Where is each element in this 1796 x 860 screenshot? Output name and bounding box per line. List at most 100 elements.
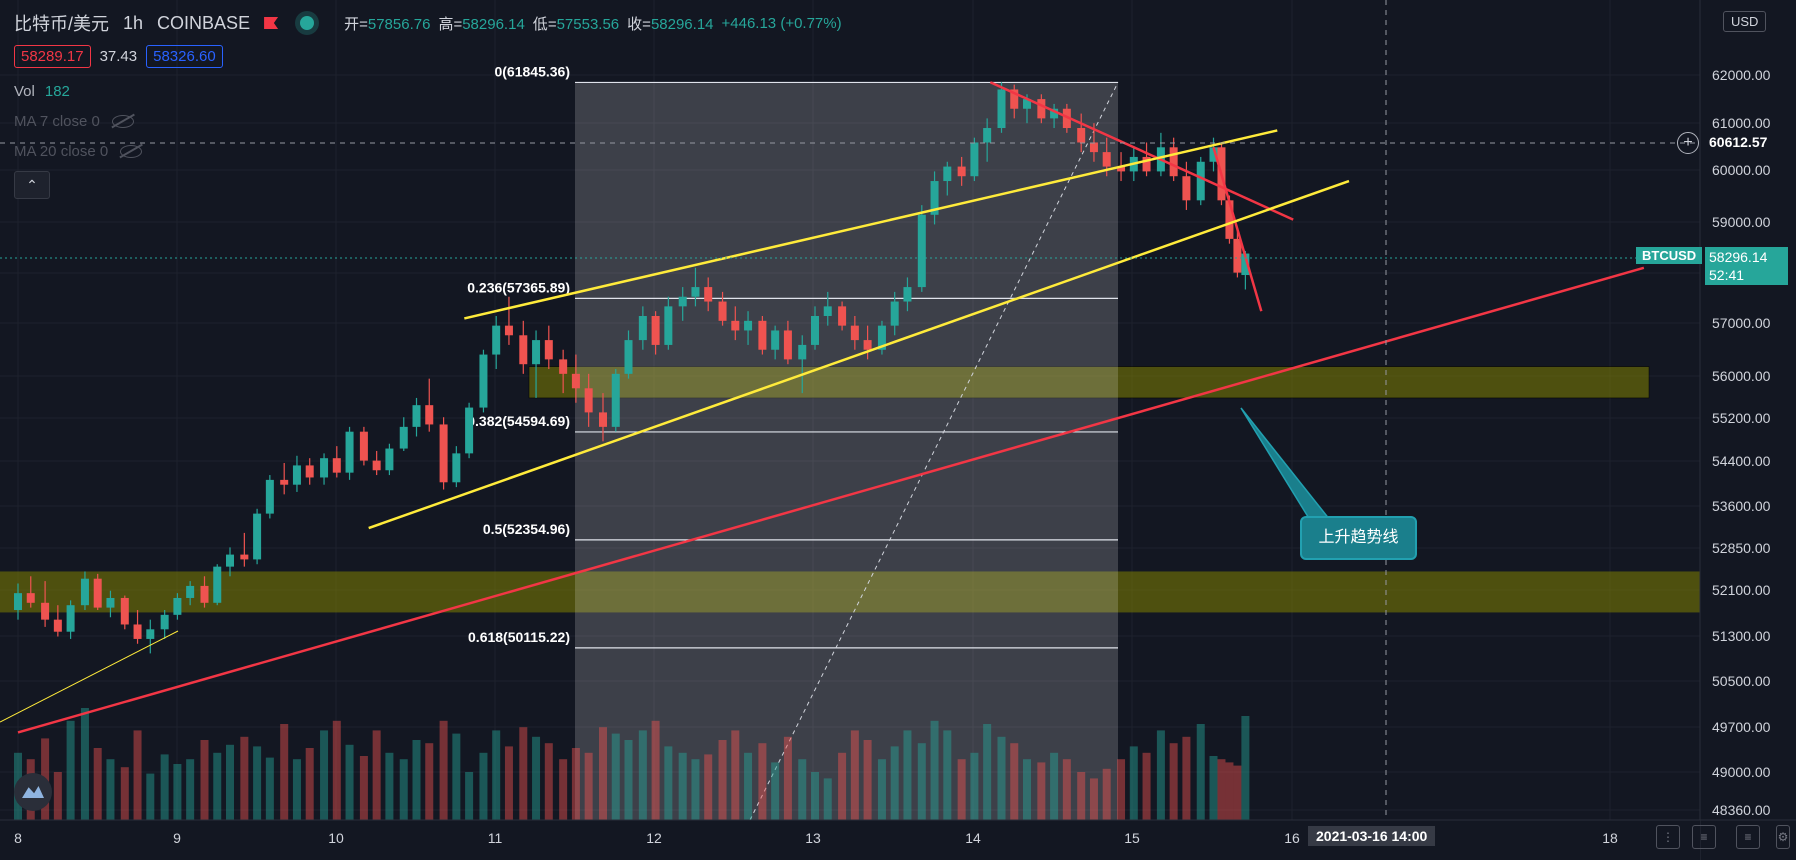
volume-bar — [664, 746, 673, 820]
volume-bar — [465, 772, 474, 820]
high-value: 高=58296.14 — [438, 15, 525, 33]
price-tick-label: 61000.00 — [1712, 115, 1771, 131]
candle-body — [1077, 128, 1086, 143]
volume-bar — [704, 754, 713, 820]
trendline-callout[interactable]: 上升趋势线 — [1300, 516, 1417, 560]
candle-body — [838, 306, 847, 326]
ask-price-button[interactable]: 58326.60 — [146, 45, 223, 68]
trendline — [368, 179, 1350, 530]
fib-diagonal — [749, 82, 1119, 821]
candle-body — [425, 405, 434, 425]
currency-label[interactable]: USD — [1723, 11, 1767, 32]
volume-bar — [186, 759, 195, 820]
candle-body — [412, 405, 421, 427]
candle-body — [957, 166, 966, 177]
price-tick-label: 53600.00 — [1712, 498, 1771, 514]
auto-scale-icon[interactable]: ≡ — [1692, 825, 1716, 849]
collapse-legend-button[interactable]: ⌃ — [14, 171, 50, 199]
volume-bar — [280, 724, 289, 820]
candle-body — [532, 340, 541, 365]
crosshair-price-label: 60612.57 — [1705, 133, 1772, 151]
candle-body — [173, 597, 182, 615]
volume-bar — [691, 759, 700, 820]
volume-bar — [1037, 762, 1046, 820]
flag-icon[interactable] — [264, 17, 279, 29]
volume-bar — [559, 759, 568, 820]
volume-label: Vol — [14, 83, 35, 100]
symbol-name[interactable]: 比特币/美元 — [14, 14, 110, 34]
hidden-eye-icon[interactable] — [111, 115, 134, 128]
ma20-indicator[interactable]: MA 20 close 0 — [14, 143, 143, 160]
candle-body — [226, 554, 235, 567]
trendlines[interactable] — [0, 81, 1645, 734]
volume-bar — [1089, 778, 1098, 820]
price-tick-label: 50500.00 — [1712, 673, 1771, 689]
volume-bar — [943, 730, 952, 820]
volume-bar — [744, 752, 753, 820]
tradingview-logo-icon[interactable] — [14, 773, 52, 811]
fibonacci-retracement[interactable]: 0(61845.36) 0.236(57365.89) 0.382(54594.69… — [467, 63, 1119, 821]
volume-bar — [519, 727, 528, 820]
fib-level-label: 0.5(52354.96) — [483, 521, 570, 537]
bid-price-button[interactable]: 58289.17 — [14, 45, 91, 68]
candle-body — [240, 554, 249, 560]
time-tick-label: 12 — [646, 830, 662, 846]
volume-bar — [292, 759, 301, 820]
volume-bar — [1050, 752, 1059, 820]
log-scale-icon[interactable]: ≡ — [1736, 825, 1760, 849]
symbol-price-tag: BTCUSD — [1636, 247, 1703, 264]
volume-bar — [823, 778, 832, 820]
candle-body — [320, 458, 329, 478]
price-axis[interactable]: 62000.0061000.0060000.0059000.0058000.00… — [1699, 0, 1796, 860]
candle-body — [1196, 161, 1205, 201]
volume-bar — [997, 736, 1006, 820]
candle-body — [41, 602, 50, 620]
candle-body — [970, 142, 979, 177]
bar-countdown: 52:41 — [1709, 267, 1745, 283]
price-tick-label: 60000.00 — [1712, 162, 1771, 178]
crosshair — [0, 0, 1700, 820]
time-axis[interactable]: 8 9 10 11 12 13 14 15 16 18 — [0, 819, 1796, 860]
interval-label[interactable]: 1h — [123, 12, 144, 33]
candle-body — [186, 585, 195, 598]
volume-bar — [771, 762, 780, 820]
price-tick-label: 56000.00 — [1712, 368, 1771, 384]
ma20-label: MA 20 close 0 — [14, 143, 109, 160]
volume-bar — [811, 772, 819, 820]
volume-indicator[interactable]: Vol 182 — [14, 83, 70, 100]
hidden-eye-icon[interactable] — [120, 145, 143, 158]
volume-bar — [624, 740, 633, 820]
candle-body — [664, 306, 673, 345]
candle-body — [452, 453, 461, 483]
candle-body — [80, 578, 89, 606]
volume-bar — [1077, 772, 1086, 820]
candle-body — [943, 166, 952, 182]
time-tick-label: 8 — [14, 830, 22, 846]
candle-body — [492, 325, 501, 355]
price-tick-label: 52850.00 — [1712, 540, 1771, 556]
scale-settings-icon[interactable]: ⋮ — [1656, 825, 1680, 849]
volume-bar — [133, 730, 142, 820]
settings-icon[interactable]: ⚙ — [1776, 825, 1790, 849]
add-alert-icon[interactable]: + — [1677, 132, 1699, 154]
candle-body — [1050, 108, 1059, 119]
candle-body — [783, 330, 792, 360]
ma7-indicator[interactable]: MA 7 close 0 — [14, 113, 134, 130]
volume-bar — [106, 759, 115, 820]
candle-body — [691, 287, 700, 297]
volume-bar — [412, 740, 421, 820]
volume-bar — [890, 746, 899, 820]
volume-bar — [53, 772, 62, 820]
price-tick-label: 55200.00 — [1712, 410, 1771, 426]
volume-bar — [332, 720, 341, 820]
volume-bar — [439, 720, 448, 820]
candle-body — [1241, 253, 1250, 276]
candle-body — [1225, 200, 1234, 239]
volume-bar — [532, 736, 541, 820]
volume-bar — [173, 764, 182, 820]
volume-bar — [571, 748, 580, 820]
candle-body — [678, 296, 687, 307]
volume-bar — [320, 730, 329, 820]
time-tick-label: 11 — [488, 830, 503, 846]
